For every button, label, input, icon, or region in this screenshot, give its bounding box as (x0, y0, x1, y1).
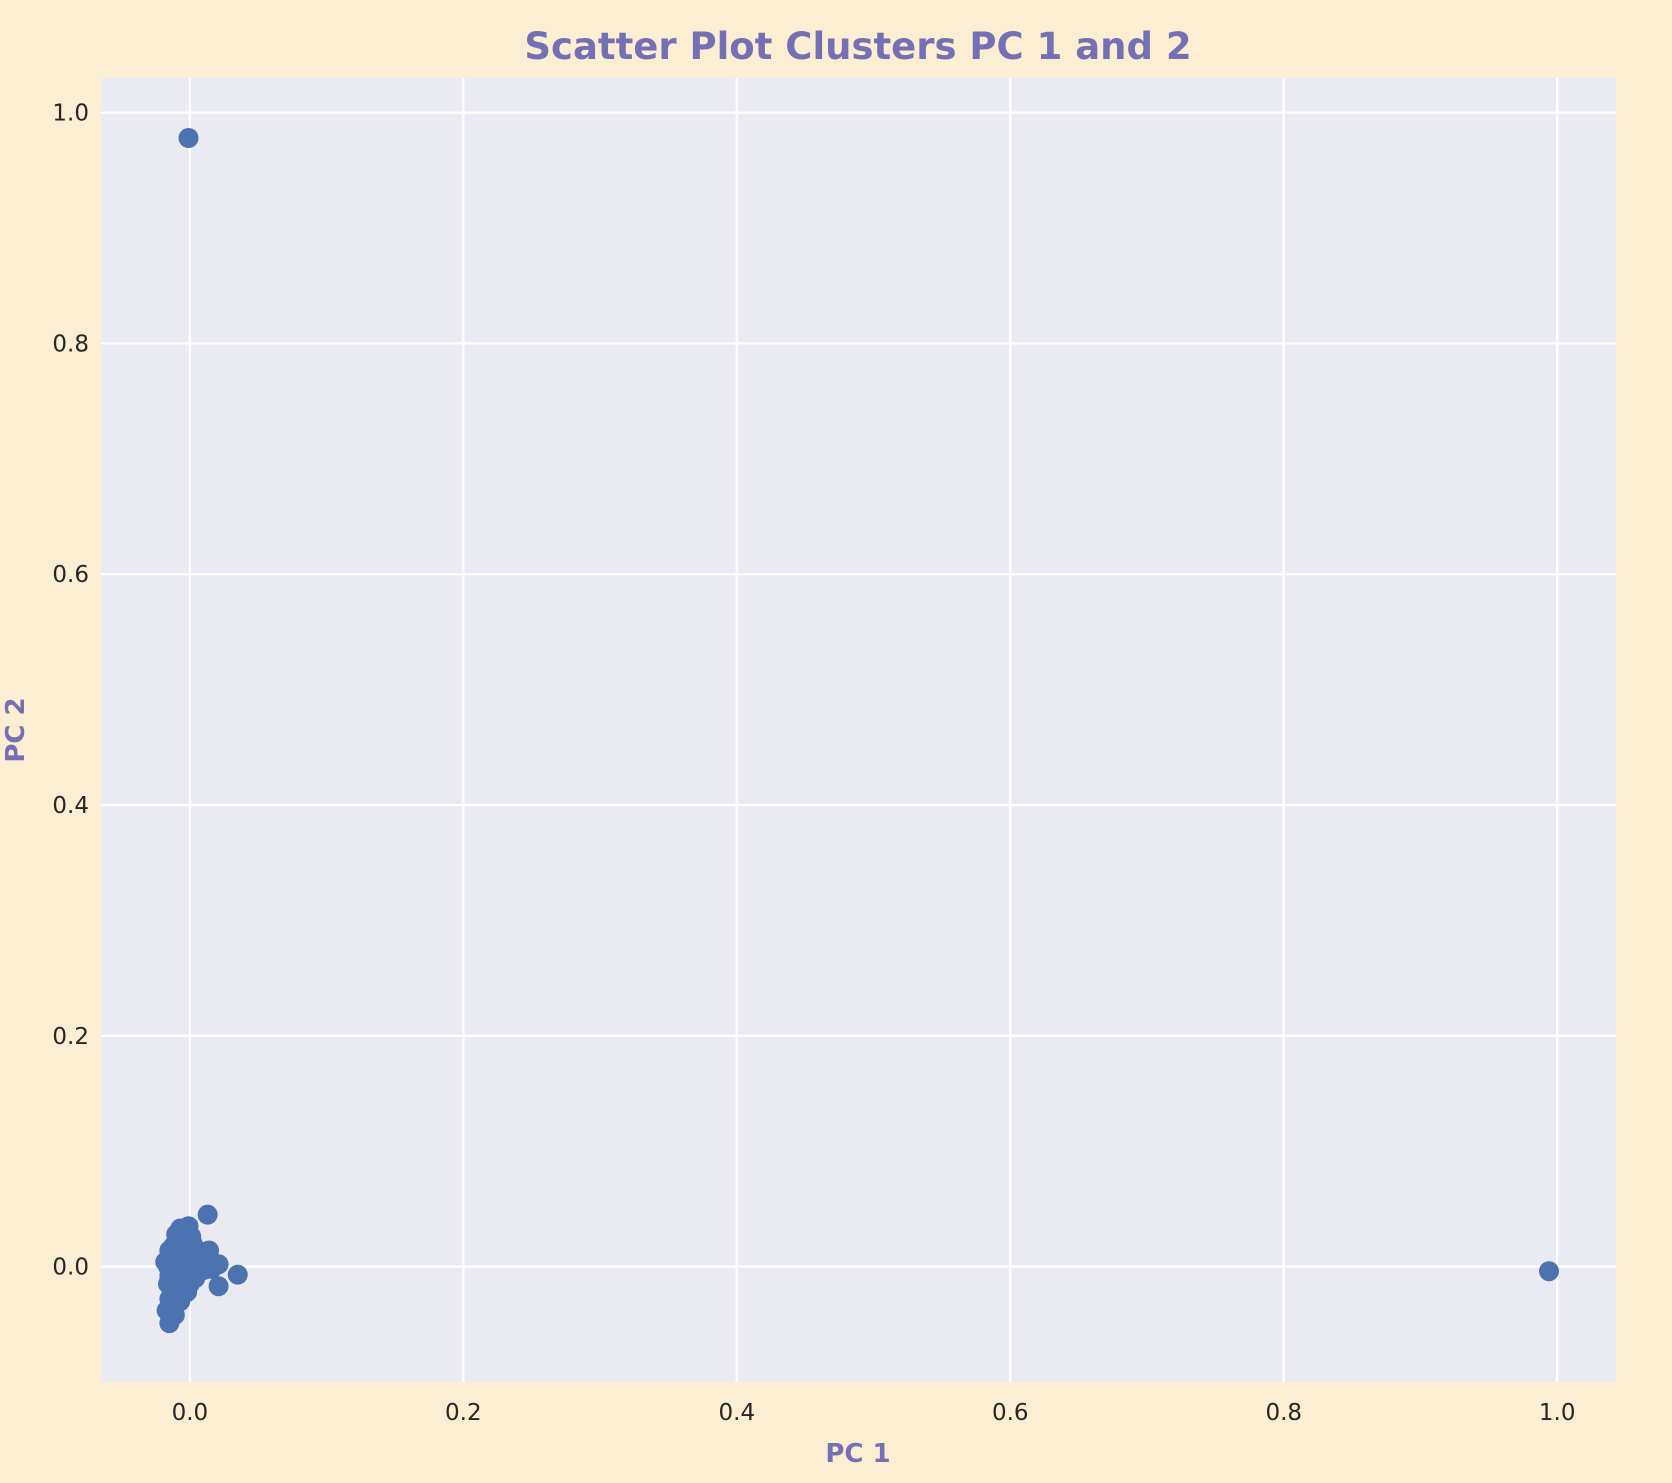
y-tick-label: 0.8 (52, 331, 89, 357)
y-tick-label: 1.0 (52, 101, 89, 127)
x-tick-label: 0.2 (445, 1400, 482, 1426)
data-point (208, 1276, 229, 1297)
x-tick-label: 1.0 (1539, 1400, 1576, 1426)
x-tick-label: 0.0 (172, 1400, 209, 1426)
plot-area (101, 78, 1616, 1382)
data-point (201, 1258, 222, 1279)
data-point (178, 128, 199, 149)
y-gridlines (101, 111, 1616, 1268)
data-points (155, 128, 1560, 1334)
x-tick-labels: 0.0 0.2 0.4 0.6 0.8 1.0 (172, 1400, 1576, 1426)
data-point (181, 1226, 202, 1247)
y-tick-label: 0.6 (52, 562, 89, 588)
data-point (227, 1264, 248, 1285)
x-tick-label: 0.6 (992, 1400, 1029, 1426)
x-tick-label: 0.8 (1265, 1400, 1302, 1426)
y-tick-label: 0.2 (52, 1024, 89, 1050)
y-tick-labels: 0.0 0.2 0.4 0.6 0.8 1.0 (52, 101, 89, 1281)
data-point (177, 1281, 198, 1302)
data-point (1539, 1261, 1560, 1282)
x-axis-label: PC 1 (825, 1439, 890, 1469)
y-axis-label: PC 2 (1, 697, 31, 762)
x-tick-label: 0.4 (719, 1400, 756, 1426)
data-point (167, 1263, 188, 1284)
data-point (197, 1204, 218, 1225)
chart-title: Scatter Plot Clusters PC 1 and 2 (524, 25, 1191, 68)
y-tick-label: 0.4 (52, 793, 89, 819)
x-gridlines (188, 78, 1559, 1382)
y-tick-label: 0.0 (52, 1255, 89, 1281)
data-point (156, 1300, 177, 1321)
